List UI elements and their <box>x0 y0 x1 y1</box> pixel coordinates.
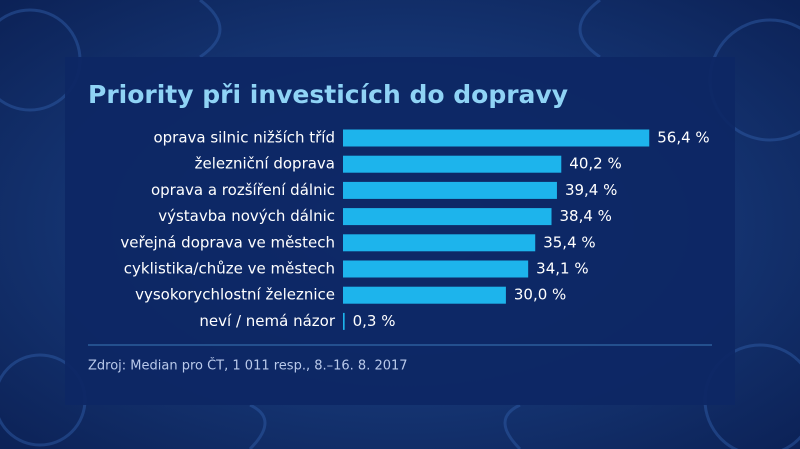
category-label: veřejná doprava ve městech <box>120 233 335 251</box>
bar <box>343 129 650 147</box>
panel <box>65 57 735 405</box>
category-label: výstavba nových dálnic <box>158 207 335 225</box>
category-label: železniční doprava <box>195 155 335 173</box>
value-label: 40,2 % <box>569 155 621 173</box>
value-label: 39,4 % <box>565 181 617 199</box>
value-label: 38,4 % <box>560 207 612 225</box>
value-label: 30,0 % <box>514 286 566 304</box>
value-label: 56,4 % <box>657 129 709 147</box>
category-label: cyklistika/chůze ve městech <box>124 260 335 278</box>
category-label: neví / nemá názor <box>199 312 335 330</box>
chart-title: Priority při investicích do dopravy <box>88 80 568 109</box>
category-label: oprava a rozšíření dálnic <box>151 181 335 199</box>
source-note: Zdroj: Median pro ČT, 1 011 resp., 8.–16… <box>88 358 408 374</box>
bar <box>343 286 506 304</box>
bar <box>343 181 557 199</box>
category-label: vysokorychlostní železnice <box>135 286 335 304</box>
category-label: oprava silnic nižších tříd <box>153 129 335 147</box>
value-label: 35,4 % <box>543 233 595 251</box>
bar <box>343 234 536 252</box>
value-label: 0,3 % <box>353 312 396 330</box>
bar <box>343 260 529 278</box>
value-label: 34,1 % <box>536 260 588 278</box>
bar <box>343 312 345 330</box>
bar <box>343 155 562 173</box>
bar <box>343 208 552 226</box>
